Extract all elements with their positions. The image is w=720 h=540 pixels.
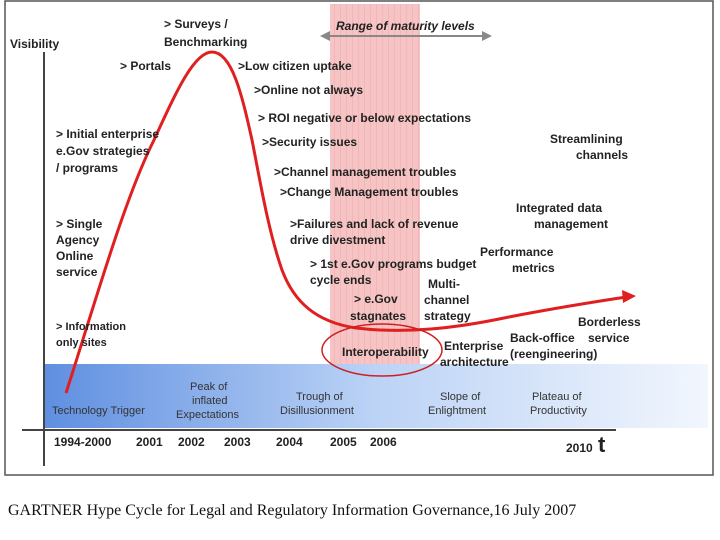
curve-arrowhead (622, 290, 636, 303)
interoperability-ellipse (321, 323, 443, 377)
label-performance-2: metrics (512, 261, 555, 275)
label-initial-enterprise-1: > Initial enterprise (56, 127, 159, 141)
label-roi-negative: > ROI negative or below expectations (258, 111, 471, 125)
x-axis-label: t (598, 432, 606, 457)
label-integrated-1: Integrated data (516, 201, 602, 215)
range-arrow-left (320, 31, 330, 41)
label-backoffice-1: Back-office (510, 331, 575, 345)
label-security: >Security issues (262, 135, 357, 149)
phase-trough-1: Trough of (296, 391, 344, 403)
label-single-agency-2: Agency (56, 233, 100, 247)
label-egov-stagnates-2: stagnates (350, 309, 406, 323)
label-channel-mgmt: >Channel management troubles (274, 165, 457, 179)
label-information-only-2: only sites (56, 337, 107, 349)
label-single-agency-4: service (56, 265, 98, 279)
label-surveys-1: > Surveys / (164, 17, 228, 31)
label-enterprise-arch-2: architecture (440, 355, 509, 369)
year-2006: 2006 (370, 435, 397, 449)
label-streamlining-1: Streamlining (550, 132, 623, 146)
phase-plateau-1: Plateau of (532, 391, 582, 403)
phase-plateau-2: Productivity (530, 405, 587, 417)
label-enterprise-arch-1: Enterprise (444, 339, 504, 353)
phase-peak-3: Expectations (176, 409, 239, 421)
maturity-range-band (330, 4, 420, 366)
label-low-uptake: >Low citizen uptake (238, 59, 352, 73)
phase-technology-trigger: Technology Trigger (52, 405, 145, 417)
label-failures-1: >Failures and lack of revenue (290, 217, 459, 231)
label-streamlining-2: channels (576, 148, 628, 162)
label-borderless-2: service (588, 331, 630, 345)
label-surveys-2: Benchmarking (164, 35, 247, 49)
label-multichannel-2: channel (424, 293, 469, 307)
label-single-agency-3: Online (56, 249, 94, 263)
label-information-only-1: > Information (56, 321, 126, 333)
label-initial-enterprise-2: e.Gov strategies (56, 144, 150, 158)
hype-cycle-diagram: Range of maturity levels Visibility t > … (4, 0, 714, 476)
y-axis-label: Visibility (10, 37, 59, 51)
label-failures-2: drive divestment (290, 233, 385, 247)
label-initial-enterprise-3: / programs (56, 161, 118, 175)
label-multichannel-3: strategy (424, 309, 471, 323)
label-interoperability: Interoperability (342, 345, 429, 359)
year-2004: 2004 (276, 435, 303, 449)
figure-caption: GARTNER Hype Cycle for Legal and Regulat… (8, 502, 577, 519)
phase-peak-2: inflated (192, 395, 227, 407)
label-performance-1: Performance (480, 245, 554, 259)
label-portals: > Portals (120, 59, 171, 73)
hype-cycle-svg: Range of maturity levels Visibility t > … (4, 0, 714, 476)
label-borderless-1: Borderless (578, 315, 641, 329)
label-change-mgmt: >Change Management troubles (280, 185, 459, 199)
year-2010: 2010 (566, 441, 593, 455)
label-multichannel-1: Multi- (428, 277, 460, 291)
label-first-egov-1: > 1st e.Gov programs budget (310, 257, 476, 271)
year-2005: 2005 (330, 435, 357, 449)
label-backoffice-2: (reengineering) (510, 347, 597, 361)
label-online-not-always: >Online not always (254, 83, 363, 97)
hype-curve (64, 50, 627, 394)
phase-trough-2: Disillusionment (280, 405, 354, 417)
year-2002: 2002 (178, 435, 205, 449)
label-single-agency-1: > Single (56, 217, 103, 231)
year-2003: 2003 (224, 435, 251, 449)
label-egov-stagnates-1: > e.Gov (354, 292, 398, 306)
phase-slope-2: Enlightment (428, 405, 486, 417)
range-label: Range of maturity levels (336, 19, 475, 33)
label-integrated-2: management (534, 217, 608, 231)
phase-band (44, 364, 708, 428)
year-2001: 2001 (136, 435, 163, 449)
range-arrow-right (482, 31, 492, 41)
phase-slope-1: Slope of (440, 391, 481, 403)
label-first-egov-2: cycle ends (310, 273, 372, 287)
year-1994-2000: 1994-2000 (54, 435, 112, 449)
phase-peak-1: Peak of (190, 381, 228, 393)
